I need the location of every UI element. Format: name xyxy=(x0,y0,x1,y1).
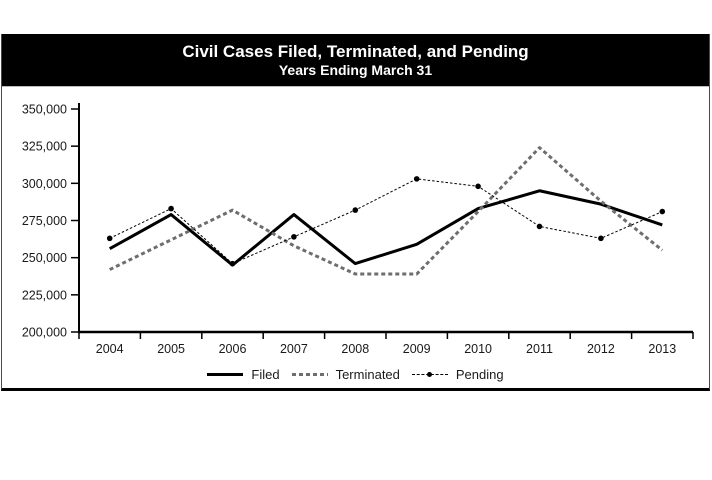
series-marker-pending xyxy=(413,176,420,182)
series-marker-pending xyxy=(475,183,481,190)
plot-area: 200,000 225,000 250,000 275,000 300,000 325,0… xyxy=(22,103,694,356)
series-marker-pending xyxy=(291,234,297,240)
series-marker-pending xyxy=(106,235,113,242)
series-marker-pending xyxy=(352,207,359,213)
x-tick-label: 2005 xyxy=(157,342,185,356)
x-tick-label: 2011 xyxy=(526,342,553,356)
pending-marker-icon xyxy=(427,371,433,377)
y-tick-label: 275,000 xyxy=(22,214,67,228)
x-tick-label: 2004 xyxy=(96,342,124,356)
y-tick-label: 250,000 xyxy=(22,251,67,265)
x-tick-label: 2006 xyxy=(219,342,247,356)
figure-frame: Civil Cases Filed, Terminated, and Pendi… xyxy=(1,34,710,391)
y-tick-label: 225,000 xyxy=(22,288,67,302)
chart-title: Civil Cases Filed, Terminated, and Pendi… xyxy=(182,41,529,61)
chart-title-bar: Civil Cases Filed, Terminated, and Pendi… xyxy=(2,34,709,87)
legend-label-terminated: Terminated xyxy=(335,366,400,382)
pending-line-icon xyxy=(411,370,448,379)
y-tick-label: 300,000 xyxy=(22,177,67,191)
x-tick-label: 2009 xyxy=(403,342,431,356)
x-tick-label: 2007 xyxy=(280,342,308,356)
x-tick-label: 2010 xyxy=(464,342,492,356)
chart-subtitle: Years Ending March 31 xyxy=(278,61,433,78)
x-tick-label: 2012 xyxy=(587,342,615,356)
terminated-line-icon xyxy=(291,372,328,376)
series-marker-pending xyxy=(229,260,236,267)
y-tick-label: 200,000 xyxy=(22,326,67,340)
x-tick-label: 2008 xyxy=(341,342,369,356)
y-tick-label: 325,000 xyxy=(22,140,67,154)
series-marker-pending xyxy=(598,235,604,242)
series-line-terminated xyxy=(109,146,664,276)
legend-item-pending: Pending xyxy=(411,366,504,382)
legend: Filed Terminated Pending xyxy=(2,364,709,384)
legend-item-terminated: Terminated xyxy=(291,366,400,382)
legend-label-filed: Filed xyxy=(251,366,280,382)
legend-label-pending: Pending xyxy=(455,366,504,382)
series-marker-pending xyxy=(168,205,174,212)
y-tick-label: 350,000 xyxy=(22,103,67,117)
x-tick-label: 2013 xyxy=(648,342,676,356)
series-line-pending xyxy=(109,178,663,265)
series-line-filed xyxy=(108,189,663,267)
legend-item-filed: Filed xyxy=(207,366,280,382)
series-marker-pending xyxy=(659,208,666,215)
series-marker-pending xyxy=(536,223,543,230)
chart-area: 200,000 225,000 250,000 275,000 300,000 325,0… xyxy=(2,87,709,387)
filed-line-icon xyxy=(207,372,244,376)
